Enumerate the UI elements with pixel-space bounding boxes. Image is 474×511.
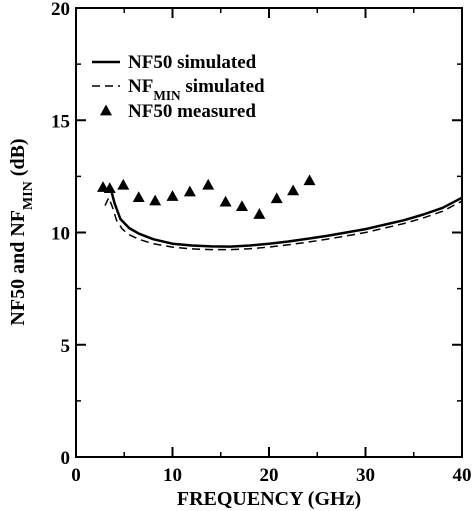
x-tick-label: 10 xyxy=(163,465,182,486)
x-axis-label: FREQUENCY (GHz) xyxy=(177,488,361,510)
legend-triangle-swatch xyxy=(100,104,112,116)
measured-point xyxy=(132,191,145,203)
measured-point xyxy=(166,190,179,201)
measured-point xyxy=(287,184,300,196)
measured-point xyxy=(219,195,232,207)
legend-label: NFMIN simulated xyxy=(128,76,265,103)
measured-point xyxy=(303,174,316,186)
measured-point xyxy=(149,194,162,206)
x-tick-label: 0 xyxy=(71,465,81,486)
y-tick-label: 0 xyxy=(61,448,71,469)
y-tick-label: 15 xyxy=(51,111,70,132)
legend-label: NF50 simulated xyxy=(128,52,257,73)
nf50-simulated-line xyxy=(106,187,463,248)
measured-point xyxy=(235,200,248,212)
nfmin-simulated-line xyxy=(104,196,463,251)
x-tick-label: 20 xyxy=(260,465,279,486)
y-tick-label: 5 xyxy=(61,336,71,357)
legend-label: NF50 measured xyxy=(128,101,256,122)
x-tick-label: 40 xyxy=(453,465,472,486)
tick-layer: 0 10 20 30 40 0 5 10 15 20 xyxy=(51,0,472,486)
measured-point xyxy=(270,192,283,204)
measured-point xyxy=(253,208,266,219)
measured-point xyxy=(183,185,196,197)
x-tick-label: 30 xyxy=(356,465,375,486)
series-layer xyxy=(97,174,463,251)
y-axis-label: NF50 and NFMIN (dB) xyxy=(7,138,36,325)
measured-point xyxy=(117,178,130,190)
y-tick-label: 20 xyxy=(51,0,70,20)
measured-point xyxy=(202,178,215,190)
y-tick-label: 10 xyxy=(51,224,70,245)
measured-point xyxy=(103,182,116,194)
